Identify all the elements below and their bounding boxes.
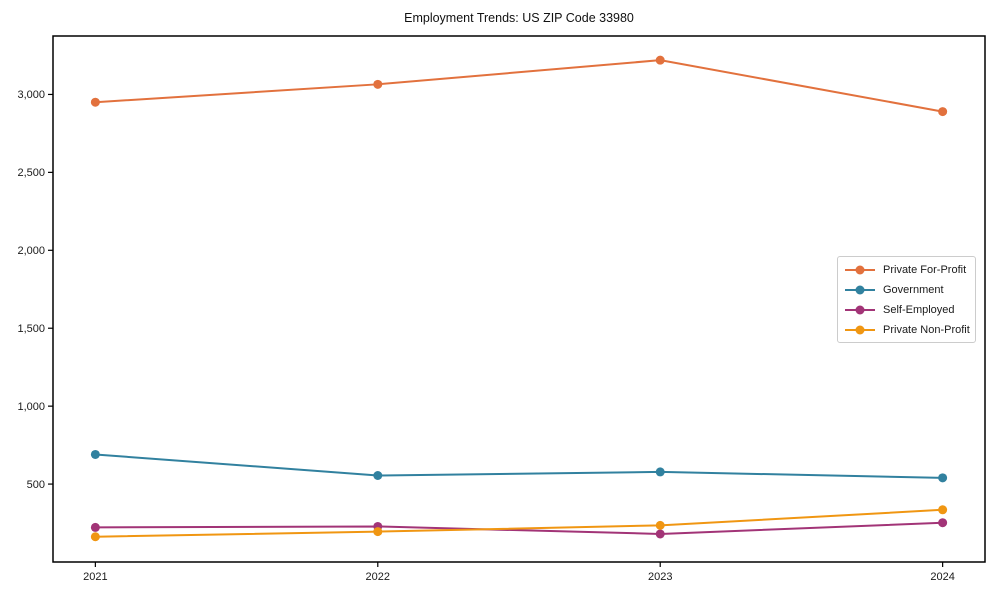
series-line-private-for-profit [94, 59, 944, 113]
series-line-self-employed [94, 521, 944, 535]
data-point-marker [655, 529, 665, 539]
data-point-marker [90, 97, 100, 107]
data-point-marker [938, 473, 948, 483]
plot-frame [52, 35, 986, 563]
y-axis: 500 1,000 1,500 2,000 2,500 3,000 [17, 89, 53, 491]
data-point-marker [373, 471, 383, 481]
data-point-marker [90, 449, 100, 459]
y-tick-label: 2,000 [17, 245, 45, 257]
series-line-government [94, 453, 944, 479]
data-point-marker [938, 505, 948, 515]
legend-item-private-non-profit: Private Non-Profit [844, 320, 975, 340]
data-point-marker [655, 55, 665, 65]
legend-item-private-for-profit: Private For-Profit [844, 260, 975, 280]
legend-line-dot-icon [845, 305, 875, 315]
legend-line-dot-icon [845, 325, 875, 335]
x-tick-label: 2023 [648, 571, 672, 583]
x-axis: 2021 2022 2023 2024 [83, 562, 955, 583]
y-tick-label: 1,500 [17, 323, 45, 335]
legend-label: Government [883, 284, 944, 296]
legend-item-government: Government [844, 280, 975, 300]
series-private-for-profit [90, 55, 948, 117]
legend: Private For-Profit Government Self-Emplo… [837, 256, 976, 343]
y-tick-label: 2,500 [17, 167, 45, 179]
y-tick-label: 3,000 [17, 89, 45, 101]
legend-line-dot-icon [845, 265, 875, 275]
legend-label: Private For-Profit [883, 264, 967, 276]
y-tick-label: 1,000 [17, 401, 45, 413]
legend-item-self-employed: Self-Employed [844, 300, 975, 320]
series-government [90, 449, 948, 483]
x-tick-label: 2021 [83, 571, 107, 583]
data-point-marker [938, 518, 948, 528]
data-point-marker [655, 520, 665, 530]
x-tick-label: 2022 [366, 571, 390, 583]
legend-label: Private Non-Profit [883, 324, 970, 336]
chart-title: Employment Trends: US ZIP Code 33980 [404, 11, 634, 25]
data-point-marker [90, 522, 100, 532]
series-line-private-non-profit [94, 508, 944, 538]
legend-line-dot-icon [845, 285, 875, 295]
series-private-non-profit [90, 505, 948, 542]
x-tick-label: 2024 [930, 571, 954, 583]
data-point-marker [373, 79, 383, 89]
y-tick-label: 500 [27, 479, 45, 491]
legend-label: Self-Employed [883, 304, 955, 316]
data-point-marker [373, 527, 383, 537]
data-point-marker [655, 467, 665, 477]
data-point-marker [90, 532, 100, 542]
data-point-marker [938, 107, 948, 117]
